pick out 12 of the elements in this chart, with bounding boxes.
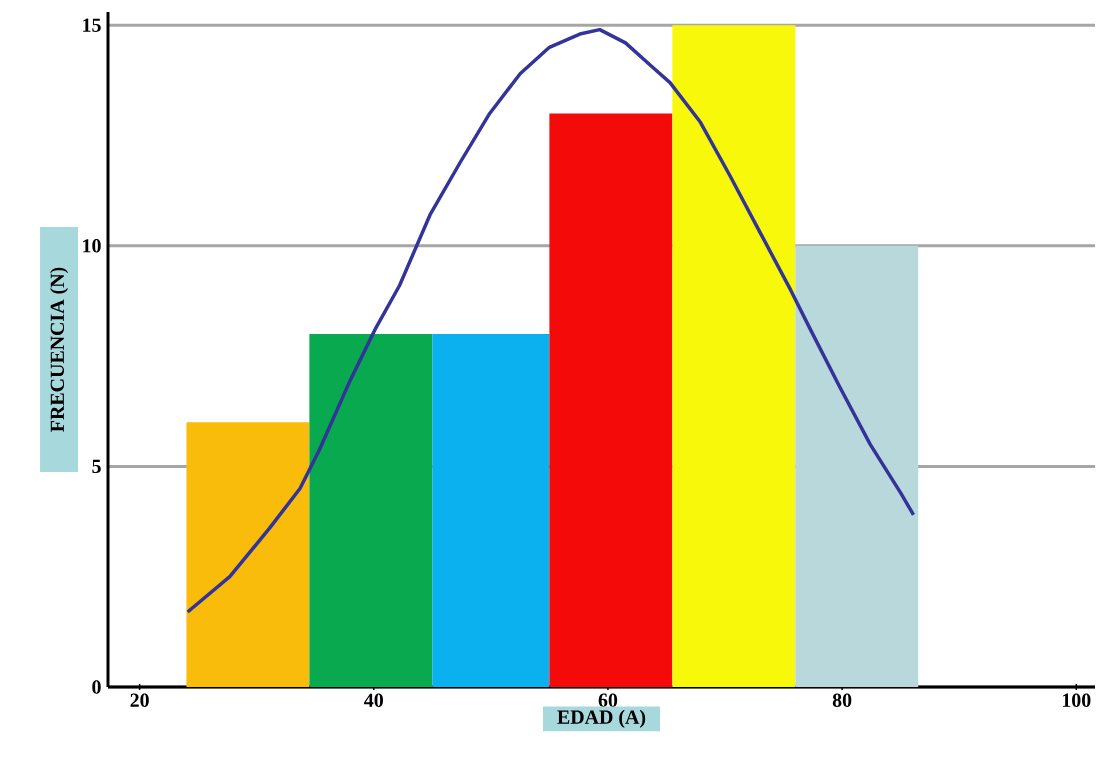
x-tick-label: 20: [130, 693, 149, 707]
x-axis-title: EDAD (A): [557, 709, 646, 728]
y-tick-label: 15: [83, 18, 101, 32]
y-tick-label: 5: [92, 459, 101, 474]
x-tick-label: 60: [598, 693, 618, 707]
y-tick-label: 10: [83, 239, 101, 253]
x-tick-label: 40: [364, 693, 383, 707]
line-series: [185, 27, 916, 614]
x-tick-label: 80: [832, 693, 852, 707]
x-tick-label: 100: [1062, 693, 1091, 707]
y-tick-label: 0: [92, 680, 101, 694]
y-axis-title: FRECUENCIA (N): [50, 267, 69, 432]
